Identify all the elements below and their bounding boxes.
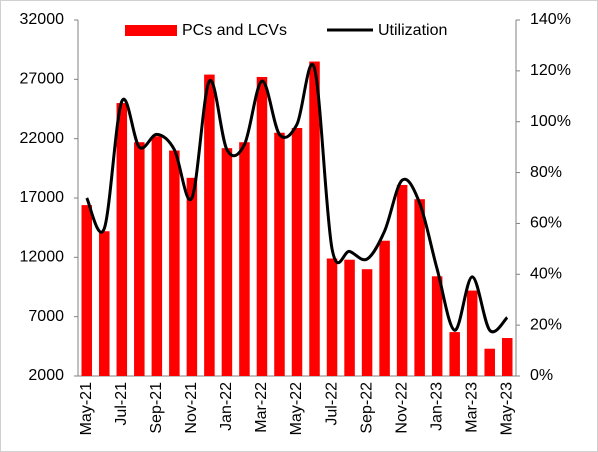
bar — [396, 184, 408, 376]
legend-label: PCs and LCVs — [182, 22, 287, 39]
bar — [81, 205, 93, 376]
x-tick-label: Jan-23 — [428, 382, 445, 431]
bar — [501, 338, 513, 376]
legend-label: Utilization — [378, 22, 447, 39]
bar — [309, 61, 320, 377]
bar — [134, 142, 145, 376]
y-tick-label: 32000 — [20, 11, 65, 28]
y2-tick-label: 20% — [530, 316, 562, 333]
bar — [186, 177, 198, 376]
bar — [449, 332, 460, 376]
bar — [344, 259, 355, 376]
y2-tick-label: 120% — [530, 62, 571, 79]
y-tick-label: 2000 — [28, 367, 64, 384]
bar — [169, 150, 180, 376]
bar — [99, 231, 110, 376]
legend-swatch — [125, 25, 177, 36]
x-tick-label: May-22 — [288, 382, 305, 435]
x-tick-label: Jul-22 — [323, 382, 340, 426]
x-tick-label: Mar-23 — [463, 382, 480, 433]
bar — [379, 240, 390, 376]
y-tick-label: 7000 — [28, 308, 64, 325]
y2-tick-label: 100% — [530, 113, 571, 130]
y2-tick-label: 0% — [530, 367, 553, 384]
y2-tick-label: 80% — [530, 164, 562, 181]
x-tick-label: Sep-21 — [148, 382, 165, 434]
bar — [326, 258, 338, 376]
bar — [466, 290, 478, 376]
bar — [274, 132, 285, 376]
bar — [484, 348, 495, 376]
bar — [239, 142, 250, 376]
x-tick-label: Jul-21 — [113, 382, 130, 426]
bar — [291, 127, 303, 376]
bar — [151, 136, 163, 376]
bar — [116, 103, 128, 377]
line — [85, 63, 509, 334]
y-tick-label: 22000 — [20, 130, 65, 147]
y-tick-label: 17000 — [20, 189, 65, 206]
x-tick-label: May-23 — [498, 382, 515, 435]
bar — [221, 148, 233, 376]
bar — [414, 199, 425, 376]
y-tick-label: 12000 — [20, 249, 65, 266]
y-tick-label: 27000 — [20, 71, 65, 88]
x-tick-label: Jan-22 — [218, 382, 235, 431]
y2-tick-label: 60% — [530, 215, 562, 232]
x-tick-label: May-21 — [78, 382, 95, 435]
x-tick-label: Nov-22 — [393, 382, 410, 434]
bar — [256, 76, 268, 377]
x-tick-label: Mar-22 — [253, 382, 270, 433]
y2-tick-label: 40% — [530, 266, 562, 283]
bar — [361, 269, 373, 376]
bar — [204, 74, 215, 376]
bar — [431, 276, 443, 376]
x-tick-label: Nov-21 — [183, 382, 200, 434]
x-tick-label: Sep-22 — [358, 382, 375, 434]
y2-tick-label: 140% — [530, 11, 571, 28]
